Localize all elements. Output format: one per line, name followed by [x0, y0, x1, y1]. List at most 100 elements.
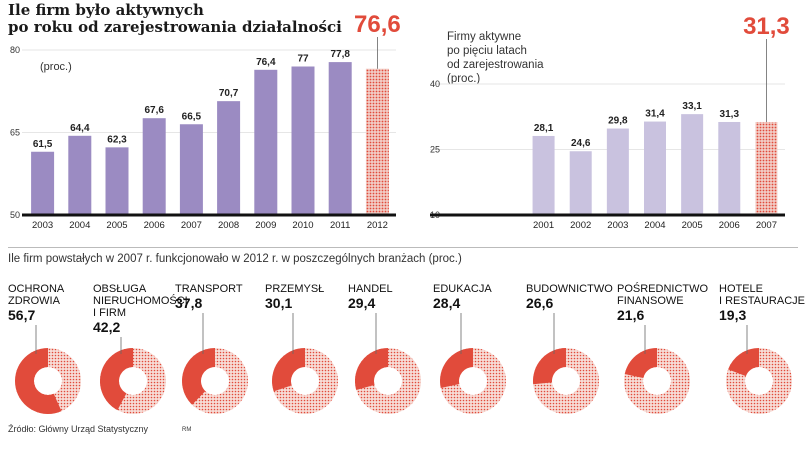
pie-category-line: HOTELE: [719, 283, 764, 295]
chart1-xtick-label: 2008: [218, 220, 239, 231]
chart1-bar: [142, 118, 166, 215]
donut-slice: [15, 348, 62, 414]
chart2-subtitle-line-2: po pięciu latach: [447, 45, 527, 57]
chart1-ytick-label: 80: [10, 45, 20, 55]
chart2-ytick-label: 40: [430, 79, 440, 89]
chart2-xtick-label: 2001: [533, 220, 554, 231]
chart1-xtick-label: 2012: [367, 220, 388, 231]
chart2-subtitle-line-4: (proc.): [447, 73, 481, 85]
chart-title: Ile firm było aktywnych po roku od zarej…: [8, 2, 342, 36]
chart2-data-label: 31,4: [645, 109, 665, 120]
chart1-bar: [68, 135, 92, 215]
chart2-bar: [755, 121, 778, 215]
chart2-bar: [681, 114, 704, 215]
chart2-xtick-label: 2006: [719, 220, 740, 231]
chart2-bar: [606, 128, 629, 215]
pie-category-line: ZDROWIA: [8, 295, 60, 307]
donut-slice: [440, 348, 473, 388]
donut-slice: [624, 348, 657, 379]
pie-category-line: I FIRM: [93, 307, 126, 319]
pie-category-line: OCHRONA: [8, 283, 65, 295]
pie-category-line: OBSŁUGA: [93, 283, 147, 295]
chart2-bar: [569, 151, 592, 215]
chart1-data-label: 61,5: [33, 139, 53, 150]
pie-category-label: BUDOWNICTWO: [526, 283, 613, 295]
chart1-bar: [179, 124, 203, 215]
chart1-bar: [105, 147, 129, 215]
chart2-data-label: 28,1: [534, 123, 554, 134]
title-line-1: Ile firm było aktywnych: [8, 1, 204, 19]
pie-category-label: TRANSPORT: [175, 283, 243, 295]
chart2-highlight-value: 31,3: [743, 13, 790, 40]
donut-slice: [533, 348, 566, 385]
chart1-bar: [254, 69, 278, 215]
chart1-data-label: 76,4: [256, 57, 276, 68]
chart1-xtick-label: 2004: [69, 220, 90, 231]
chart1-data-label: 66,5: [182, 111, 202, 122]
pie-category-line: I RESTAURACJE: [719, 295, 805, 307]
pie-section-title: Ile firm powstałych w 2007 r. funkcjonow…: [8, 253, 462, 265]
chart2-xtick-label: 2003: [607, 220, 628, 231]
pie-category-line: NIERUCHOMOŚCI: [93, 295, 188, 307]
chart2-xtick-label: 2007: [756, 220, 777, 231]
chart2-bar: [718, 121, 741, 215]
chart1-data-label: 62,3: [107, 134, 127, 145]
chart1-bar: [328, 62, 352, 215]
pie-category-label: POŚREDNICTWO FINANSOWE: [617, 283, 708, 307]
chart1-xtick-label: 2009: [255, 220, 276, 231]
donut-slice: [728, 348, 759, 377]
pie-category-label: OBSŁUGA NIERUCHOMOŚCI I FIRM: [93, 283, 188, 319]
pie-value-label: 28,4: [433, 295, 461, 311]
pie-value-label: 29,4: [348, 295, 376, 311]
pie-category-label: OCHRONA ZDROWIA: [8, 283, 64, 307]
chart2-data-label: 33,1: [682, 101, 702, 112]
chart2-xtick-label: 2004: [644, 220, 665, 231]
chart1-data-label: 64,4: [70, 123, 90, 134]
pie-category-line: TRANSPORT: [175, 283, 243, 295]
pie-category-label: EDUKACJA: [433, 283, 492, 295]
pie-category-line: EDUKACJA: [433, 283, 492, 295]
source-note: Źródło: Główny Urząd Statystyczny: [8, 424, 149, 434]
chart2-subtitle: Firmy aktywne po pięciu latach od zareje…: [447, 30, 544, 86]
chart1-xtick-label: 2010: [292, 220, 313, 231]
chart1-ylabel: (proc.): [40, 61, 72, 73]
pie-value-label: 30,1: [265, 295, 293, 311]
pie-value-label: 19,3: [719, 307, 747, 323]
section-divider: [8, 247, 798, 248]
chart1-xtick-label: 2003: [32, 220, 53, 231]
chart2-data-label: 31,3: [720, 109, 740, 120]
pie-value-label: 26,6: [526, 295, 554, 311]
chart2-xtick-label: 2005: [682, 220, 703, 231]
donut-slice: [182, 348, 215, 405]
donut-slice: [272, 348, 305, 392]
chart2-data-label: 24,6: [571, 138, 591, 149]
chart1-xtick-label: 2006: [144, 220, 165, 231]
chart1-ytick-label: 50: [10, 210, 20, 220]
pie-category-line: HANDEL: [348, 283, 393, 295]
chart1-data-label: 77: [297, 54, 309, 65]
chart1-xtick-label: 2011: [330, 220, 350, 231]
chart1-highlight-value: 76,6: [354, 11, 401, 38]
pie-category-line: PRZEMYSŁ: [265, 283, 325, 295]
chart2-xtick-label: 2002: [570, 220, 591, 231]
chart1-bar: [291, 66, 315, 215]
pie-value-label: 21,6: [617, 307, 645, 323]
pie-value-label: 37,8: [175, 295, 203, 311]
pie-value-label: 42,2: [93, 319, 121, 335]
chart2-data-label: 29,8: [608, 116, 628, 127]
chart1-xtick-label: 2007: [181, 220, 202, 231]
chart1-ytick-label: 65: [10, 128, 20, 138]
pie-category-line: POŚREDNICTWO: [617, 283, 709, 295]
pie-category-line: BUDOWNICTWO: [526, 283, 613, 295]
donut-slice: [355, 348, 388, 391]
author-initials: RM: [182, 427, 192, 433]
donut-slice: [100, 348, 133, 411]
pie-category-label: HOTELE I RESTAURACJE: [719, 283, 805, 307]
chart1-bar: [31, 151, 55, 215]
pie-category-line: FINANSOWE: [617, 295, 684, 307]
chart1-bar: [217, 101, 241, 215]
chart2-subtitle-line-3: od zarejestrowania: [447, 59, 544, 71]
chart1-data-label: 67,6: [144, 105, 164, 116]
chart1-xtick-label: 2005: [106, 220, 127, 231]
